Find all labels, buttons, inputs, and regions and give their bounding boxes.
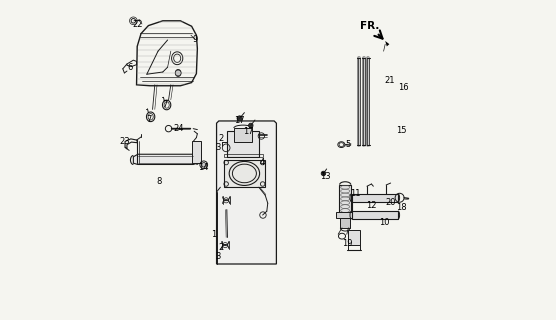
Text: 17: 17 — [243, 127, 254, 136]
Text: 3: 3 — [215, 143, 221, 152]
Text: 15: 15 — [396, 126, 406, 135]
Polygon shape — [216, 121, 276, 264]
Bar — [340, 185, 351, 213]
Bar — [336, 212, 354, 218]
Bar — [224, 160, 265, 187]
Text: 22: 22 — [132, 20, 143, 28]
Text: 10: 10 — [379, 218, 390, 227]
Text: 5: 5 — [345, 140, 350, 149]
Text: 24: 24 — [173, 124, 183, 133]
Text: 23: 23 — [120, 137, 130, 146]
Text: 2: 2 — [219, 134, 224, 143]
Text: 12: 12 — [366, 201, 377, 210]
Text: 7: 7 — [163, 100, 168, 109]
Text: 13: 13 — [320, 172, 331, 181]
Bar — [351, 194, 398, 202]
Bar — [224, 154, 262, 157]
Polygon shape — [385, 41, 389, 46]
Text: 7: 7 — [147, 115, 152, 124]
Text: 17: 17 — [234, 116, 244, 125]
Text: 21: 21 — [384, 76, 395, 85]
Circle shape — [175, 70, 181, 76]
Bar — [351, 211, 398, 219]
Circle shape — [237, 116, 242, 121]
Text: 4: 4 — [260, 158, 265, 167]
Text: 8: 8 — [156, 177, 162, 186]
Text: FR.: FR. — [360, 21, 380, 31]
Text: 19: 19 — [342, 239, 353, 248]
Bar — [227, 131, 259, 157]
Text: 11: 11 — [350, 189, 361, 198]
Circle shape — [321, 171, 326, 176]
Bar — [348, 230, 360, 245]
Text: 14: 14 — [198, 163, 209, 172]
Bar — [192, 141, 201, 163]
Circle shape — [201, 163, 206, 167]
Text: 2: 2 — [219, 243, 224, 252]
Circle shape — [249, 123, 253, 128]
Text: 6: 6 — [127, 63, 133, 72]
Bar — [340, 218, 350, 228]
Text: 16: 16 — [398, 83, 409, 92]
Polygon shape — [133, 154, 201, 164]
Text: 3: 3 — [215, 252, 221, 261]
Text: 20: 20 — [385, 198, 396, 207]
Text: 18: 18 — [396, 203, 406, 212]
Text: 1: 1 — [211, 230, 217, 239]
Text: 9: 9 — [192, 35, 197, 44]
Bar — [234, 128, 252, 142]
